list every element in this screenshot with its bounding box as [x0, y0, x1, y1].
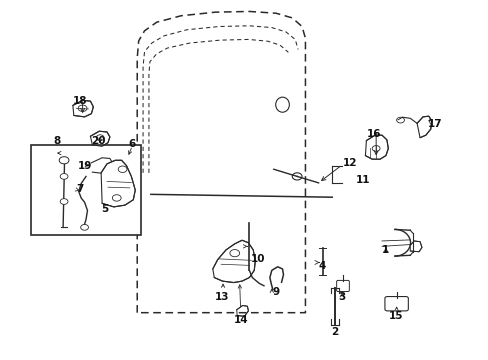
Circle shape — [96, 135, 104, 140]
Polygon shape — [409, 241, 421, 252]
Polygon shape — [365, 135, 387, 159]
Text: 13: 13 — [214, 292, 228, 302]
Circle shape — [98, 162, 106, 169]
Text: 8: 8 — [53, 136, 61, 146]
Polygon shape — [101, 160, 135, 207]
Text: 16: 16 — [366, 129, 380, 139]
Text: 20: 20 — [91, 136, 105, 146]
Polygon shape — [416, 116, 431, 138]
Circle shape — [60, 174, 68, 179]
Text: 15: 15 — [387, 311, 402, 321]
Text: 17: 17 — [427, 120, 441, 129]
Text: 5: 5 — [101, 204, 108, 214]
Polygon shape — [236, 306, 248, 316]
Polygon shape — [91, 158, 113, 174]
Text: 19: 19 — [77, 161, 92, 171]
Text: 12: 12 — [342, 158, 356, 168]
Bar — [31, 145, 141, 234]
Polygon shape — [212, 240, 255, 283]
Circle shape — [118, 166, 127, 172]
Text: 1: 1 — [382, 245, 389, 255]
Polygon shape — [73, 100, 93, 117]
Circle shape — [102, 193, 109, 199]
FancyBboxPatch shape — [384, 297, 407, 311]
Text: 4: 4 — [318, 261, 325, 271]
Text: 11: 11 — [355, 175, 369, 185]
Text: 6: 6 — [128, 139, 136, 149]
Text: 7: 7 — [76, 184, 83, 194]
Text: 9: 9 — [272, 287, 279, 297]
Circle shape — [59, 157, 69, 164]
Ellipse shape — [275, 97, 289, 112]
Text: 14: 14 — [234, 315, 248, 325]
Polygon shape — [90, 131, 110, 146]
Circle shape — [60, 199, 68, 204]
Circle shape — [396, 117, 404, 123]
FancyBboxPatch shape — [336, 280, 348, 292]
Text: 10: 10 — [250, 254, 265, 264]
Circle shape — [112, 195, 121, 201]
Text: 18: 18 — [73, 96, 87, 106]
Circle shape — [81, 225, 88, 230]
Polygon shape — [97, 189, 116, 203]
Text: 3: 3 — [338, 292, 345, 302]
Circle shape — [229, 249, 239, 257]
Circle shape — [371, 145, 379, 151]
Circle shape — [78, 105, 87, 112]
Circle shape — [292, 173, 302, 180]
Text: 2: 2 — [330, 327, 338, 337]
